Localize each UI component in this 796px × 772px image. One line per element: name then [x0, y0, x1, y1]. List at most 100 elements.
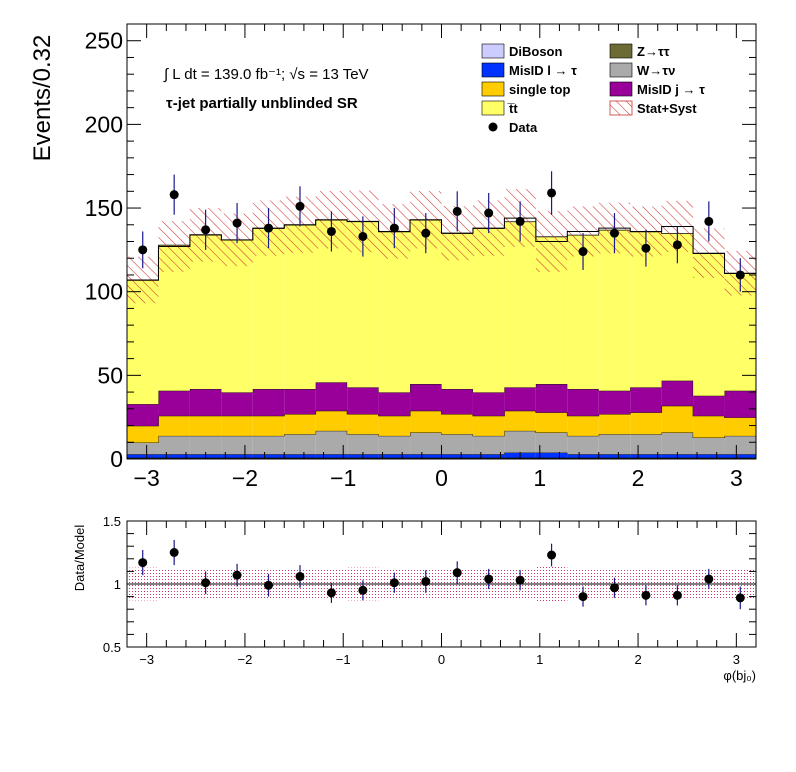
bar-2-3	[221, 454, 253, 458]
bar-2-16	[630, 454, 662, 458]
ratio-point-1	[169, 548, 179, 557]
legend-swatch-3	[609, 62, 633, 78]
bar-3-1	[158, 435, 190, 455]
legend-swatch-0	[481, 43, 505, 59]
data-point-9	[421, 228, 431, 238]
bar-4-4	[252, 415, 285, 436]
legend-swatch-6	[481, 100, 505, 116]
data-point-7	[358, 231, 368, 241]
bar-2-0	[127, 454, 159, 458]
bar-2-8	[378, 454, 411, 458]
bar-5-14	[567, 389, 599, 416]
bar-3-5	[284, 434, 316, 455]
bar-4-0	[127, 425, 159, 443]
ratio-point-0	[138, 558, 148, 568]
legend-label-8: Data	[509, 120, 538, 135]
data-point-17	[672, 240, 682, 250]
bar-4-9	[410, 410, 442, 433]
bar-5-12	[504, 387, 536, 411]
ratio-x-tick-label-1: −2	[238, 652, 253, 667]
data-points	[138, 171, 745, 292]
ratio-point-10	[452, 568, 462, 578]
bar-4-19	[724, 417, 756, 436]
main-x-tick-label-0: −3	[134, 465, 160, 491]
bar-5-19	[724, 390, 756, 418]
data-point-12	[515, 216, 525, 226]
bar-5-8	[378, 392, 411, 416]
ratio-point-8	[389, 578, 399, 588]
main-y-tick-label-3: 150	[85, 195, 123, 221]
ratio-x-tick-label-6: 3	[733, 652, 740, 667]
bar-3-7	[347, 434, 379, 455]
bar-4-13	[535, 412, 568, 433]
region-annotation: τ-jet partially unblinded SR	[166, 95, 358, 112]
legend-entry-2: MisID l → τ	[481, 62, 577, 78]
ratio-x-tick-label-5: 2	[634, 652, 641, 667]
data-point-18	[704, 216, 714, 226]
bar-5-2	[189, 389, 222, 416]
main-x-tick-label-4: 1	[533, 465, 546, 491]
main-x-axis: −3 −2 −1 0 1 2 3	[126, 24, 757, 491]
data-point-3	[232, 218, 242, 228]
legend-entry-8: Data	[488, 120, 538, 135]
data-point-0	[138, 245, 148, 255]
legend-swatch-7	[609, 100, 633, 116]
bar-2-11	[472, 454, 505, 458]
bar-5-7	[347, 387, 379, 415]
legend-label-6: t̅t	[507, 101, 518, 116]
legend-entry-1: Z→ττ	[609, 43, 670, 59]
bar-4-3	[221, 415, 253, 436]
legend-label-1: Z→ττ	[637, 44, 670, 59]
legend-entry-4: single top	[481, 81, 570, 97]
main-panel: 0 50 100 150 200 250 −3 −2 −1 0 1 2 3 Events/0.32 ∫…	[29, 23, 757, 491]
ratio-y-tick-label-1: 1	[114, 577, 121, 592]
bar-3-8	[378, 435, 411, 455]
ratio-y-axis-label: Data/Model	[72, 525, 87, 592]
legend-label-7: Stat+Syst	[637, 101, 697, 116]
bar-3-13	[535, 432, 568, 453]
data-point-4	[264, 223, 274, 233]
bar-4-17	[661, 405, 694, 433]
main-y-axis-label: Events/0.32	[29, 35, 56, 162]
data-point-13	[547, 188, 557, 198]
legend-swatch-4	[481, 81, 505, 97]
data-point-14	[578, 247, 588, 257]
data-point-15	[609, 228, 619, 238]
ratio-point-5	[295, 571, 305, 581]
bar-5-9	[410, 384, 442, 411]
bar-4-5	[284, 414, 316, 435]
bar-5-1	[158, 390, 190, 416]
bar-5-4	[252, 389, 285, 416]
bar-3-18	[693, 437, 725, 455]
legend: DiBoson Z→ττ MisID l → τ W→τν single top MisI…	[481, 43, 705, 135]
bar-4-10	[441, 414, 473, 435]
legend-label-0: DiBoson	[509, 44, 563, 59]
bar-4-8	[378, 415, 411, 436]
legend-label-3: W→τν	[637, 63, 675, 78]
bar-2-19	[724, 454, 756, 458]
bar-6-12	[504, 221, 536, 388]
bar-4-7	[347, 414, 379, 435]
bar-5-11	[472, 392, 505, 416]
legend-entry-5: MisID j → τ	[609, 81, 705, 97]
bar-2-5	[284, 454, 316, 458]
ratio-point-18	[704, 574, 714, 584]
bar-5-13	[535, 384, 568, 413]
ratio-point-12	[515, 575, 525, 585]
bar-5-5	[284, 389, 316, 415]
bar-3-3	[221, 435, 253, 455]
ratio-point-19	[735, 593, 745, 603]
legend-entry-3: W→τν	[609, 62, 675, 78]
bar-2-13	[535, 452, 568, 458]
data-point-1	[169, 190, 179, 200]
bar-5-6	[315, 382, 348, 411]
ratio-point-2	[201, 578, 211, 588]
bar-3-2	[189, 435, 222, 455]
ratio-point-13	[547, 550, 557, 560]
ratio-point-9	[421, 576, 431, 586]
legend-swatch-5	[609, 81, 633, 97]
bar-2-18	[693, 454, 725, 458]
ratio-point-15	[609, 583, 619, 593]
data-point-16	[641, 243, 651, 253]
bar-4-18	[693, 415, 725, 438]
